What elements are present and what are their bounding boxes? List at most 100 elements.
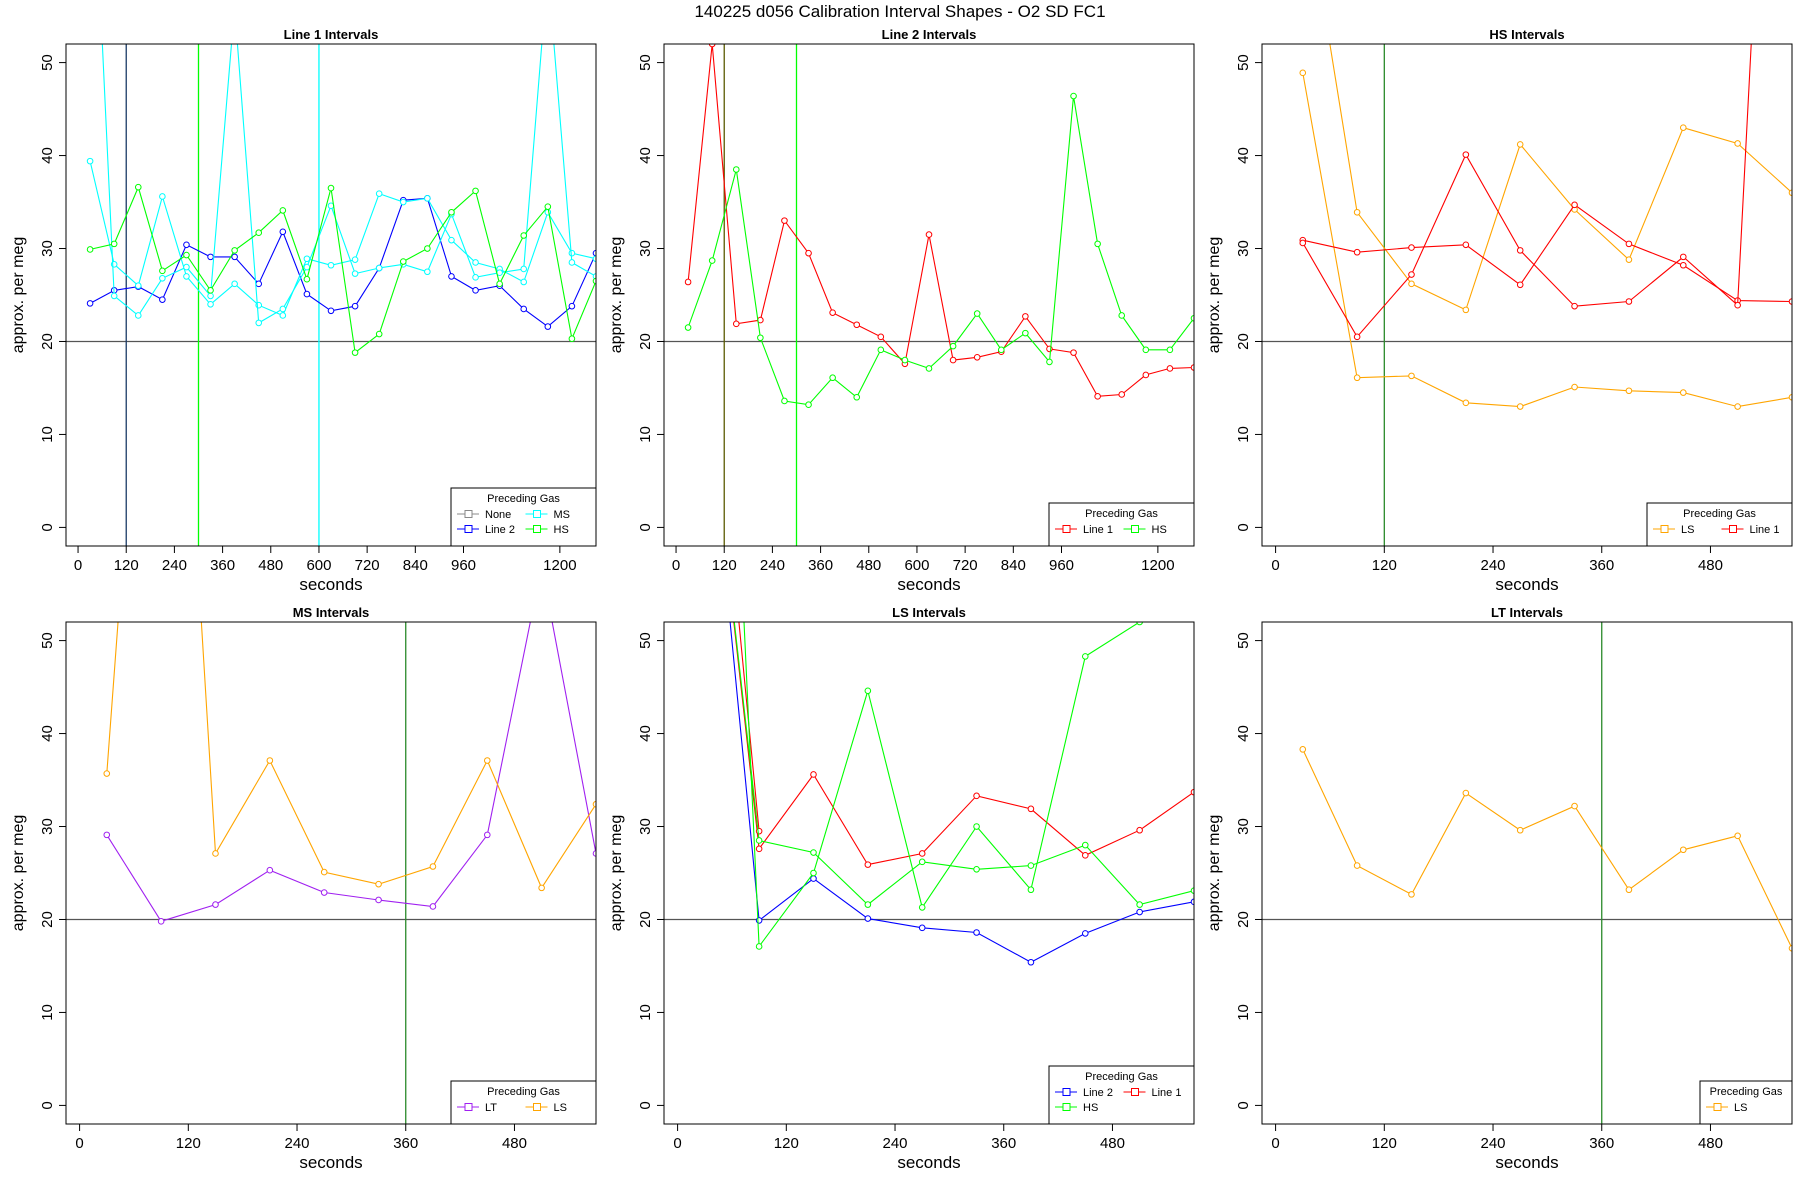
data-point — [1462, 399, 1470, 407]
legend-swatch-marker — [1062, 525, 1071, 533]
data-point — [810, 771, 817, 778]
y-tick-label: 30 — [39, 818, 56, 835]
data-point — [592, 249, 596, 257]
data-point — [1094, 240, 1101, 248]
data-point — [266, 866, 274, 874]
y-tick-label: 0 — [1235, 523, 1252, 531]
data-point — [901, 356, 909, 364]
series-lt — [103, 622, 596, 925]
data-point — [399, 258, 407, 265]
data-point — [810, 849, 817, 856]
data-point — [448, 208, 455, 216]
data-point — [1571, 201, 1578, 209]
legend: Preceding Gas None MS Line 2 HS — [450, 487, 597, 547]
data-point — [1571, 802, 1578, 810]
y-tick-label: 30 — [637, 818, 654, 835]
data-point — [1027, 958, 1035, 966]
legend-entry-ls: LS — [1653, 524, 1694, 536]
data-point — [1166, 365, 1174, 372]
series-line — [89, 185, 596, 354]
x-tick-label: 1200 — [543, 557, 576, 574]
series-line-1 — [1299, 201, 1792, 305]
x-tick-label: 360 — [393, 1135, 418, 1152]
plot-area — [66, 44, 596, 546]
data-point — [805, 249, 812, 257]
series-ls — [1299, 69, 1792, 410]
y-axis-label: approx. per meg — [1206, 815, 1223, 932]
legend-swatch-marker — [1131, 525, 1139, 533]
data-point — [1734, 140, 1741, 147]
data-point — [1462, 241, 1470, 249]
legend-label: HS — [1152, 524, 1167, 536]
data-point — [1516, 141, 1524, 148]
x-tick-label: 480 — [1698, 557, 1723, 574]
legend-entry-hs: HS — [1123, 524, 1167, 536]
y-tick-label: 50 — [39, 632, 56, 649]
data-point — [327, 261, 335, 269]
data-point — [424, 245, 431, 252]
data-point — [1571, 302, 1578, 310]
data-point — [544, 208, 552, 216]
data-point — [592, 800, 596, 808]
legend-swatch-marker — [1062, 1103, 1071, 1111]
series-ms — [86, 157, 596, 319]
data-point — [212, 901, 219, 908]
data-point — [86, 157, 94, 165]
series-ls — [1299, 746, 1792, 952]
data-point — [973, 792, 980, 800]
data-point — [231, 253, 238, 261]
data-point — [711, 359, 717, 365]
data-point — [592, 273, 596, 280]
data-point — [877, 333, 885, 341]
data-point — [918, 904, 926, 911]
data-point — [520, 305, 528, 313]
data-point — [1027, 805, 1035, 813]
data-point — [279, 312, 287, 319]
data-point — [755, 845, 763, 853]
data-point — [973, 310, 981, 317]
data-point — [472, 259, 479, 266]
data-point — [375, 190, 383, 197]
data-point — [496, 280, 503, 288]
data-point — [266, 757, 274, 764]
data-point — [86, 300, 94, 307]
data-point — [1118, 391, 1126, 398]
data-point — [755, 943, 763, 950]
chart-title: HS Intervals — [1489, 27, 1564, 42]
y-tick-label: 10 — [1235, 426, 1252, 443]
data-point — [375, 264, 383, 272]
x-tick-label: 600 — [306, 557, 331, 574]
legend-entry-hs: HS — [1055, 1102, 1098, 1114]
data-point — [973, 929, 980, 936]
data-point — [320, 889, 328, 896]
series-line — [687, 96, 1194, 406]
data-point — [1734, 832, 1741, 840]
x-tick-label: 360 — [991, 1135, 1016, 1152]
data-point — [520, 278, 528, 286]
legend: Preceding Gas Line 2 Line 1 HS — [1048, 1065, 1195, 1125]
x-tick-label: 120 — [176, 1135, 201, 1152]
data-point — [320, 868, 328, 876]
data-point — [1299, 69, 1307, 77]
data-point — [134, 183, 142, 191]
series-line — [89, 160, 596, 317]
data-point — [375, 330, 383, 338]
data-point — [159, 296, 166, 303]
series-line — [106, 622, 596, 922]
data-point — [186, 405, 192, 411]
data-point — [255, 319, 263, 327]
legend-title: Preceding Gas — [1085, 1071, 1158, 1083]
data-point — [183, 263, 190, 271]
series-line — [101, 44, 596, 324]
data-point — [592, 255, 596, 263]
data-point — [702, 359, 708, 365]
data-point — [1081, 653, 1089, 660]
data-point — [1462, 789, 1470, 797]
series-line — [1329, 44, 1792, 311]
data-point — [1046, 358, 1053, 366]
data-point — [131, 405, 137, 411]
data-point — [134, 282, 142, 290]
data-point — [1516, 826, 1524, 834]
plot-area — [664, 44, 1194, 546]
data-point — [279, 207, 287, 214]
